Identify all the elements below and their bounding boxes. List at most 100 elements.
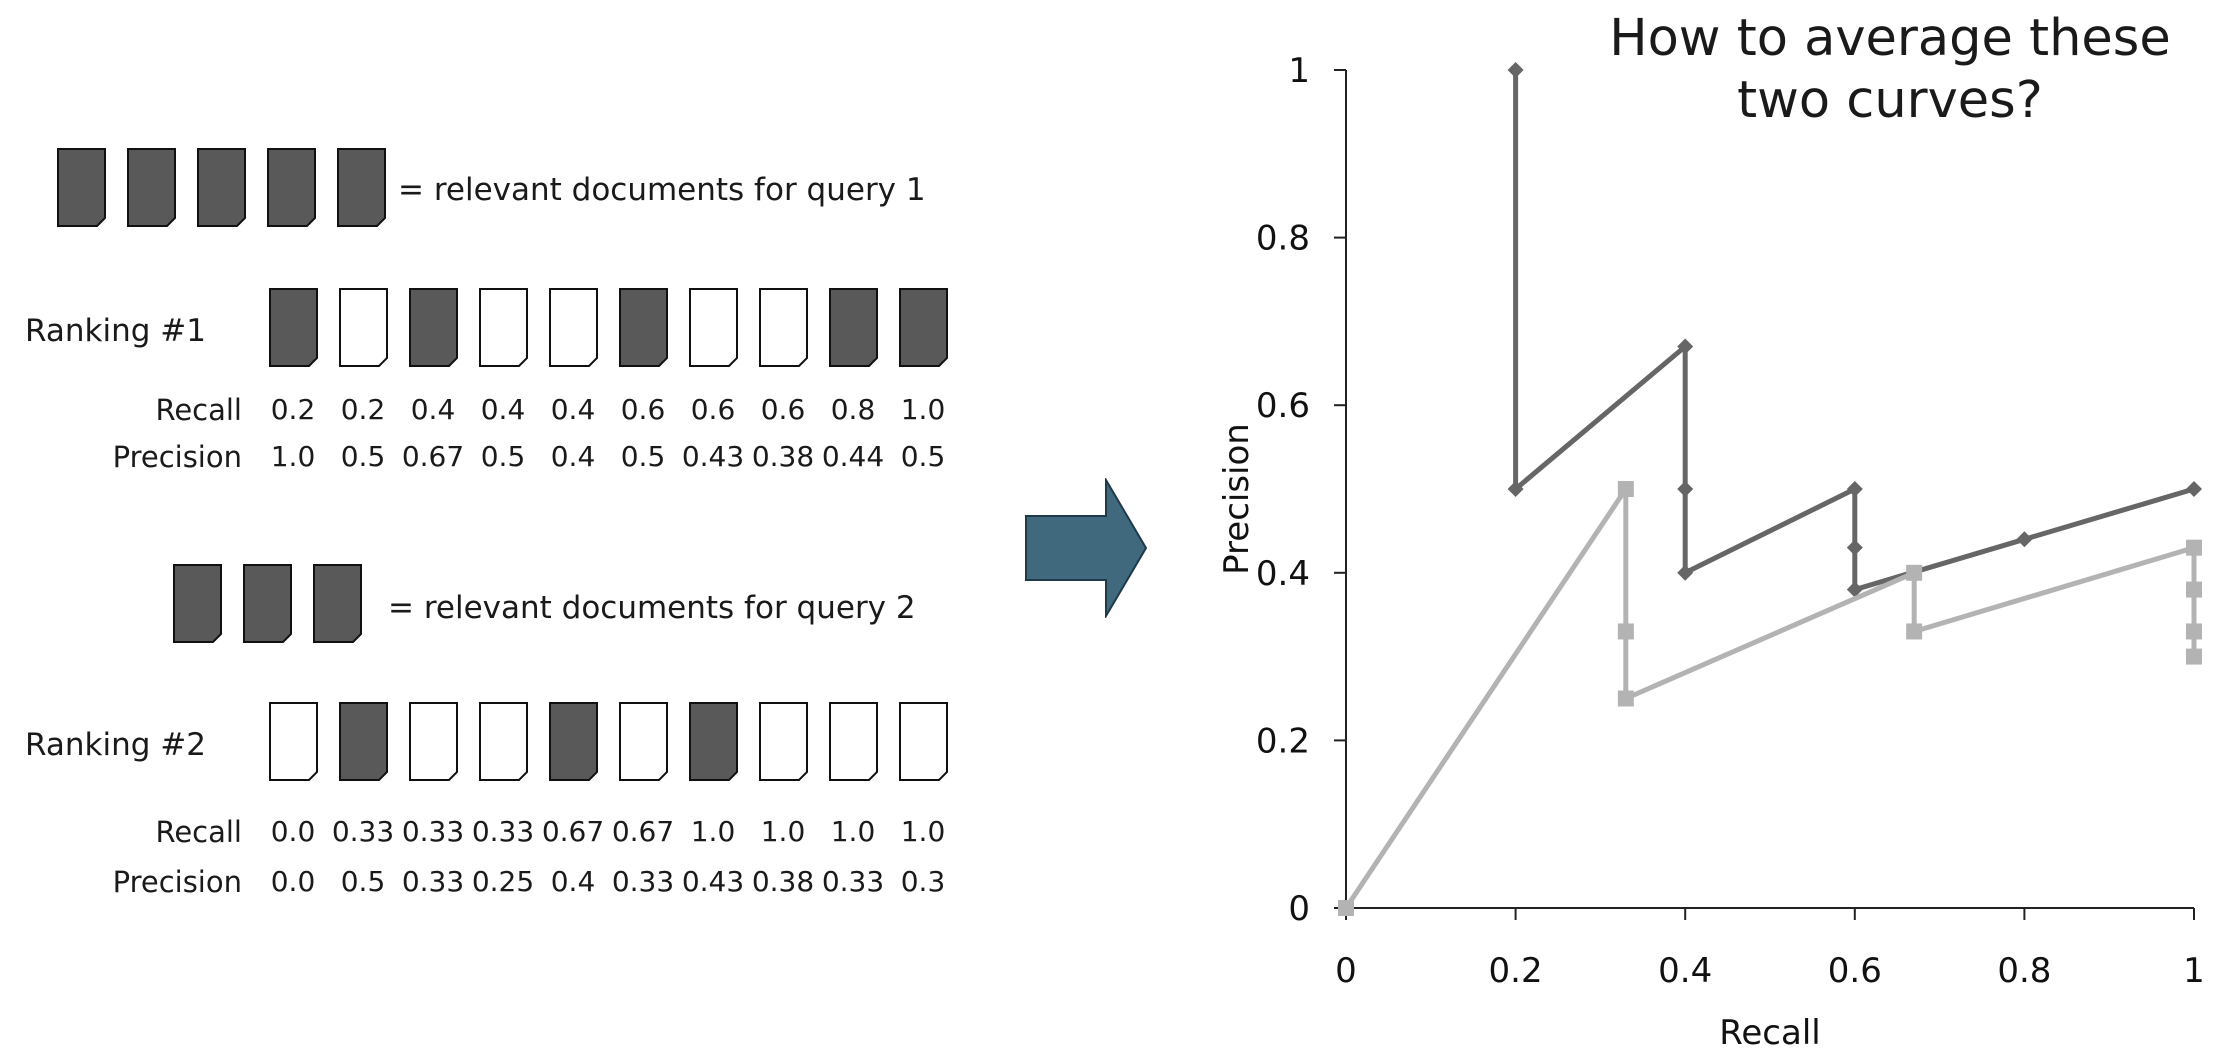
ranking1-recall-cell-2: 0.2 [340,393,386,426]
series-1-point [1846,581,1863,598]
chart-axes: 0 0.2 0.4 0.6 0.8 1 0 0.2 0.4 0.6 0.8 1 [1256,51,2205,991]
query2-legend-doc-1 [173,564,222,643]
chart-title: How to average these two curves? [1609,9,2171,130]
y-tick-label: 0.4 [1256,554,1310,594]
ranking2-precision-cell-5: 0.4 [550,865,596,898]
ranking2-precision-cell-4: 0.25 [471,865,535,898]
y-tick-label: 1 [1288,51,1310,91]
ranking2-precision-cell-1: 0.0 [270,865,316,898]
series-2-point [1906,564,1923,581]
ranking1-doc-nonrelevant-5 [549,288,598,367]
series-2-point [1617,690,1634,707]
ranking1-recall-cell-5: 0.4 [550,393,596,426]
ranking2-precision-cell-3: 0.33 [401,865,465,898]
ranking2-recall-cell-3: 0.33 [401,815,465,848]
ranking2-precision-cell-6: 0.33 [611,865,675,898]
ranking1-precision-cell-4: 0.5 [480,440,526,473]
ranking1-recall-cell-8: 0.6 [760,393,806,426]
ranking1-doc-nonrelevant-4 [479,288,528,367]
ranking1-recall-cell-4: 0.4 [480,393,526,426]
ranking1-recall-cell-3: 0.4 [410,393,456,426]
ranking2-recall-cell-7: 1.0 [690,815,736,848]
series-2-point [1617,481,1634,497]
series-1-point [1507,481,1524,497]
ranking2-recall-cell-6: 0.67 [611,815,675,848]
series-1-point [2016,531,2033,548]
ranking1-precision-cell-5: 0.4 [550,440,596,473]
ranking1-precision-cell-6: 0.5 [620,440,666,473]
series-1-point [1846,539,1863,556]
ranking2-doc-nonrelevant-10 [899,702,948,781]
ranking1-precision-cell-8: 0.38 [751,440,815,473]
x-axis-title: Recall [1719,1013,1820,1053]
ranking1-precision-cell-3: 0.67 [401,440,465,473]
ranking2-recall-cell-1: 0.0 [270,815,316,848]
series-2-point [2186,539,2202,556]
ranking2-doc-relevant-7 [689,702,738,781]
ranking2-precision-cell-9: 0.33 [821,865,885,898]
ranking1-doc-nonrelevant-2 [339,288,388,367]
right-arrow-icon [1025,478,1148,618]
x-tick-label: 0.8 [1997,951,2051,991]
y-tick-label: 0.8 [1256,219,1310,259]
y-tick-label: 0.2 [1256,721,1310,761]
y-tick-label: 0 [1288,889,1310,929]
query1-legend-doc-4 [267,148,316,227]
x-tick-label: 0 [1335,951,1357,991]
series-2-point [2186,581,2202,598]
ranking2-recall-cell-9: 1.0 [830,815,876,848]
ranking2-recall-cell-10: 1.0 [900,815,946,848]
query2-legend-doc-2 [243,564,292,643]
ranking2-doc-relevant-5 [549,702,598,781]
query1-legend-doc-1 [57,148,106,227]
query1-legend-doc-3 [197,148,246,227]
x-tick-label: 0.6 [1828,951,1882,991]
x-tick-label: 0.4 [1658,951,1712,991]
series-2-point [1338,900,1354,916]
series-1-point [1677,481,1694,497]
ranking1-doc-relevant-10 [899,288,948,367]
ranking2-recall-cell-5: 0.67 [541,815,605,848]
series-1-point [1846,481,1863,497]
ranking1-doc-nonrelevant-8 [759,288,808,367]
ranking2-doc-relevant-2 [339,702,388,781]
ranking2-doc-nonrelevant-1 [269,702,318,781]
series-2-point [2186,623,2202,640]
x-tick-label: 1 [2183,951,2205,991]
ranking2-recall-cell-2: 0.33 [331,815,395,848]
ranking2-doc-nonrelevant-4 [479,702,528,781]
ranking1-doc-relevant-3 [409,288,458,367]
ranking1-recall-cell-1: 0.2 [270,393,316,426]
ranking2-recall-cell-4: 0.33 [471,815,535,848]
ranking2-precision-cell-10: 0.3 [900,865,946,898]
series-2-line [1343,486,2197,910]
ranking2-precision-cell-2: 0.5 [340,865,386,898]
ranking1-doc-relevant-1 [269,288,318,367]
ranking2-doc-nonrelevant-6 [619,702,668,781]
ranking1-recall-cell-6: 0.6 [620,393,666,426]
series-2-point [1906,623,1923,640]
ranking1-doc-relevant-6 [619,288,668,367]
ranking2-precision-label: Precision [112,865,242,899]
ranking1-precision-cell-2: 0.5 [340,440,386,473]
query1-legend-text: = relevant documents for query 1 [398,172,926,208]
ranking1-recall-cell-9: 0.8 [830,393,876,426]
ranking1-doc-nonrelevant-7 [689,288,738,367]
x-tick-label: 0.2 [1489,951,1543,991]
ranking1-precision-cell-10: 0.5 [900,440,946,473]
query2-legend-doc-3 [313,564,362,643]
ranking2-precision-cell-8: 0.38 [751,865,815,898]
ranking1-recall-cell-10: 1.0 [900,393,946,426]
ranking2-precision-cell-7: 0.43 [681,865,745,898]
series-1-point [1677,338,1694,355]
chart-series [1338,62,2202,916]
series-1-point [2186,481,2202,497]
ranking2-recall-cell-8: 1.0 [760,815,806,848]
ranking2-doc-nonrelevant-8 [759,702,808,781]
ranking1-label: Ranking #1 [25,313,206,349]
ranking1-recall-label: Recall [155,393,242,427]
ranking2-doc-nonrelevant-3 [409,702,458,781]
ranking1-doc-relevant-9 [829,288,878,367]
